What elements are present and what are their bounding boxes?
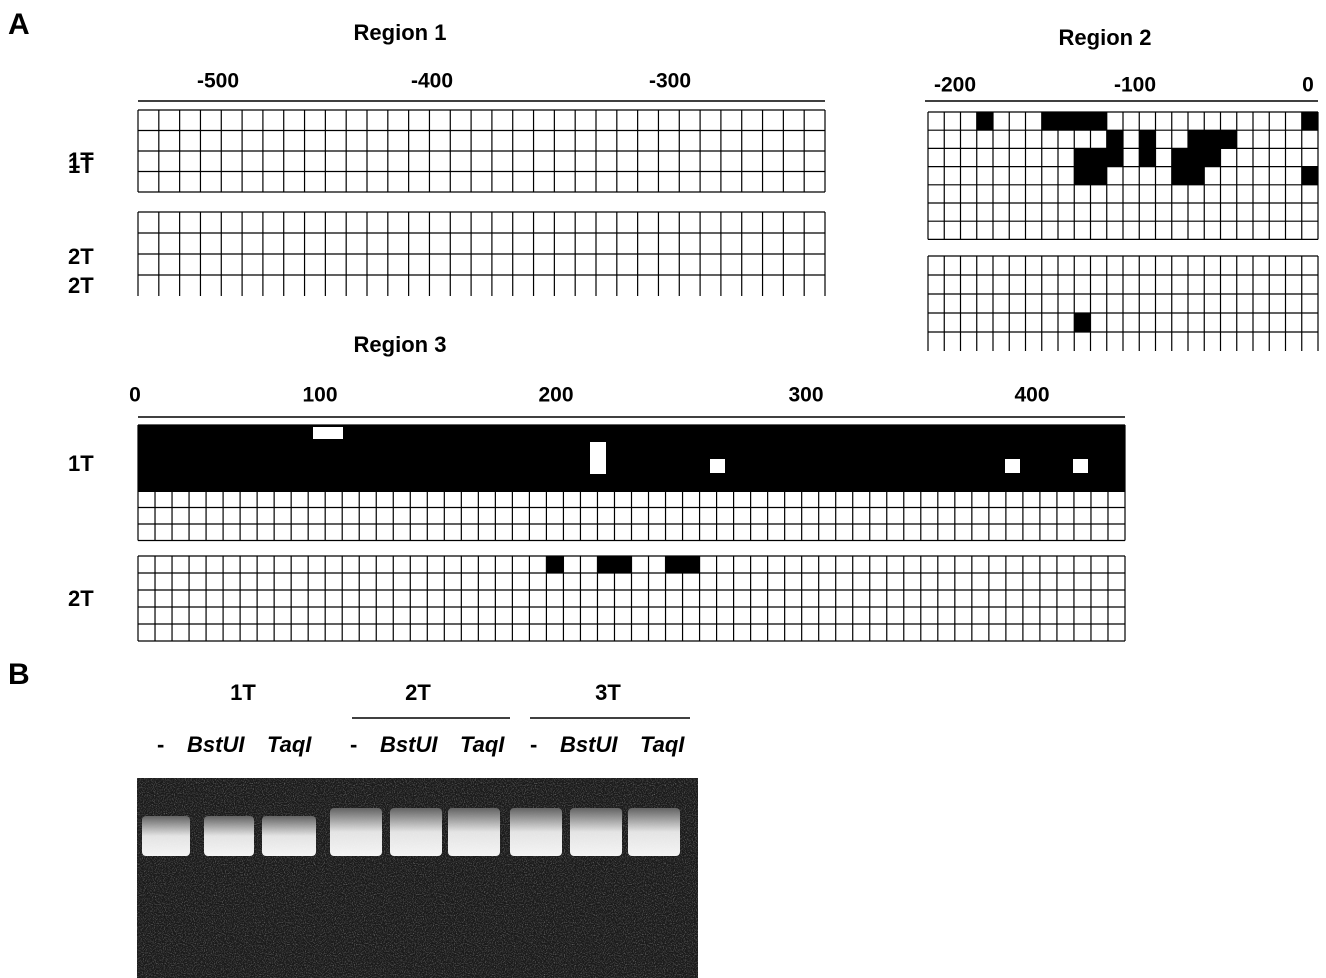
methylated-cell <box>546 556 563 573</box>
unmethylated-cell <box>1005 459 1020 473</box>
lane-label: TaqI <box>640 732 685 757</box>
methylation-grid <box>928 256 1318 351</box>
lane-label: BstUI <box>380 732 438 757</box>
unmethylated-cell <box>590 442 606 474</box>
row-label: 2T <box>68 244 94 269</box>
methylated-cell <box>977 112 993 130</box>
lane-label: - <box>530 732 537 757</box>
gel-band <box>204 816 254 856</box>
methylated-cell <box>1188 130 1237 148</box>
gel-band <box>390 808 442 856</box>
gel-band <box>448 808 500 856</box>
axis-tick-label: 100 <box>302 384 337 407</box>
gel-band <box>628 808 680 856</box>
lane-group-label: 3T <box>595 680 621 705</box>
axis-tick-label: -400 <box>411 70 453 93</box>
axis-tick-label: 0 <box>1302 74 1314 97</box>
panel-label: B <box>8 658 30 691</box>
axis-tick-label: 400 <box>1014 384 1049 407</box>
gel-image <box>137 778 698 978</box>
lane-label: TaqI <box>267 732 312 757</box>
gel-band <box>142 816 190 856</box>
region-title: Region 1 <box>354 20 447 45</box>
axis-tick-label: -500 <box>197 70 239 93</box>
lane-label: TaqI <box>460 732 505 757</box>
methylated-cell <box>1139 130 1155 148</box>
axis-tick-label: -100 <box>1114 74 1156 97</box>
axis-tick-label: 200 <box>538 384 573 407</box>
row-label: 1T <box>68 451 94 476</box>
axis-tick-label: 300 <box>788 384 823 407</box>
unmethylated-cell <box>1073 459 1088 473</box>
gel-band <box>570 808 622 856</box>
axis-tick-label: -300 <box>649 70 691 93</box>
row-label: 1T <box>68 153 94 178</box>
methylated-cell <box>1302 112 1318 130</box>
unmethylated-cell <box>313 427 343 439</box>
lane-label: - <box>350 732 357 757</box>
gel-band <box>262 816 316 856</box>
unmethylated-cell <box>710 459 725 473</box>
axis-tick-label: -200 <box>934 74 976 97</box>
methylated-cell <box>1107 148 1123 166</box>
lane-label: BstUI <box>187 732 245 757</box>
row-label: 2T <box>68 586 94 611</box>
region-title: Region 2 <box>1059 25 1152 50</box>
methylation-grid <box>928 112 1318 239</box>
methylation-grid <box>138 212 825 296</box>
gel-band <box>330 808 382 856</box>
methylation-grid <box>138 556 1125 641</box>
methylation-grid <box>138 425 1125 541</box>
panel-label: A <box>8 8 30 41</box>
methylated-cell <box>1139 148 1155 166</box>
methylated-cell <box>1172 148 1221 166</box>
lane-group-label: 2T <box>405 680 431 705</box>
methylation-grid <box>138 110 825 192</box>
methylated-cell <box>1302 167 1318 185</box>
lane-label: - <box>157 732 164 757</box>
lane-label: BstUI <box>560 732 618 757</box>
row-label: 2T <box>68 273 94 298</box>
methylated-cell <box>1107 130 1123 148</box>
lane-group-label: 1T <box>230 680 256 705</box>
methylated-cell <box>1074 313 1090 332</box>
methylated-block <box>138 425 1125 492</box>
gel-band <box>510 808 562 856</box>
axis-tick-label: 0 <box>129 384 141 407</box>
region-title: Region 3 <box>354 332 447 357</box>
figure: A B Region 1 Region 2 Region 3 -500-400-… <box>0 0 1326 978</box>
